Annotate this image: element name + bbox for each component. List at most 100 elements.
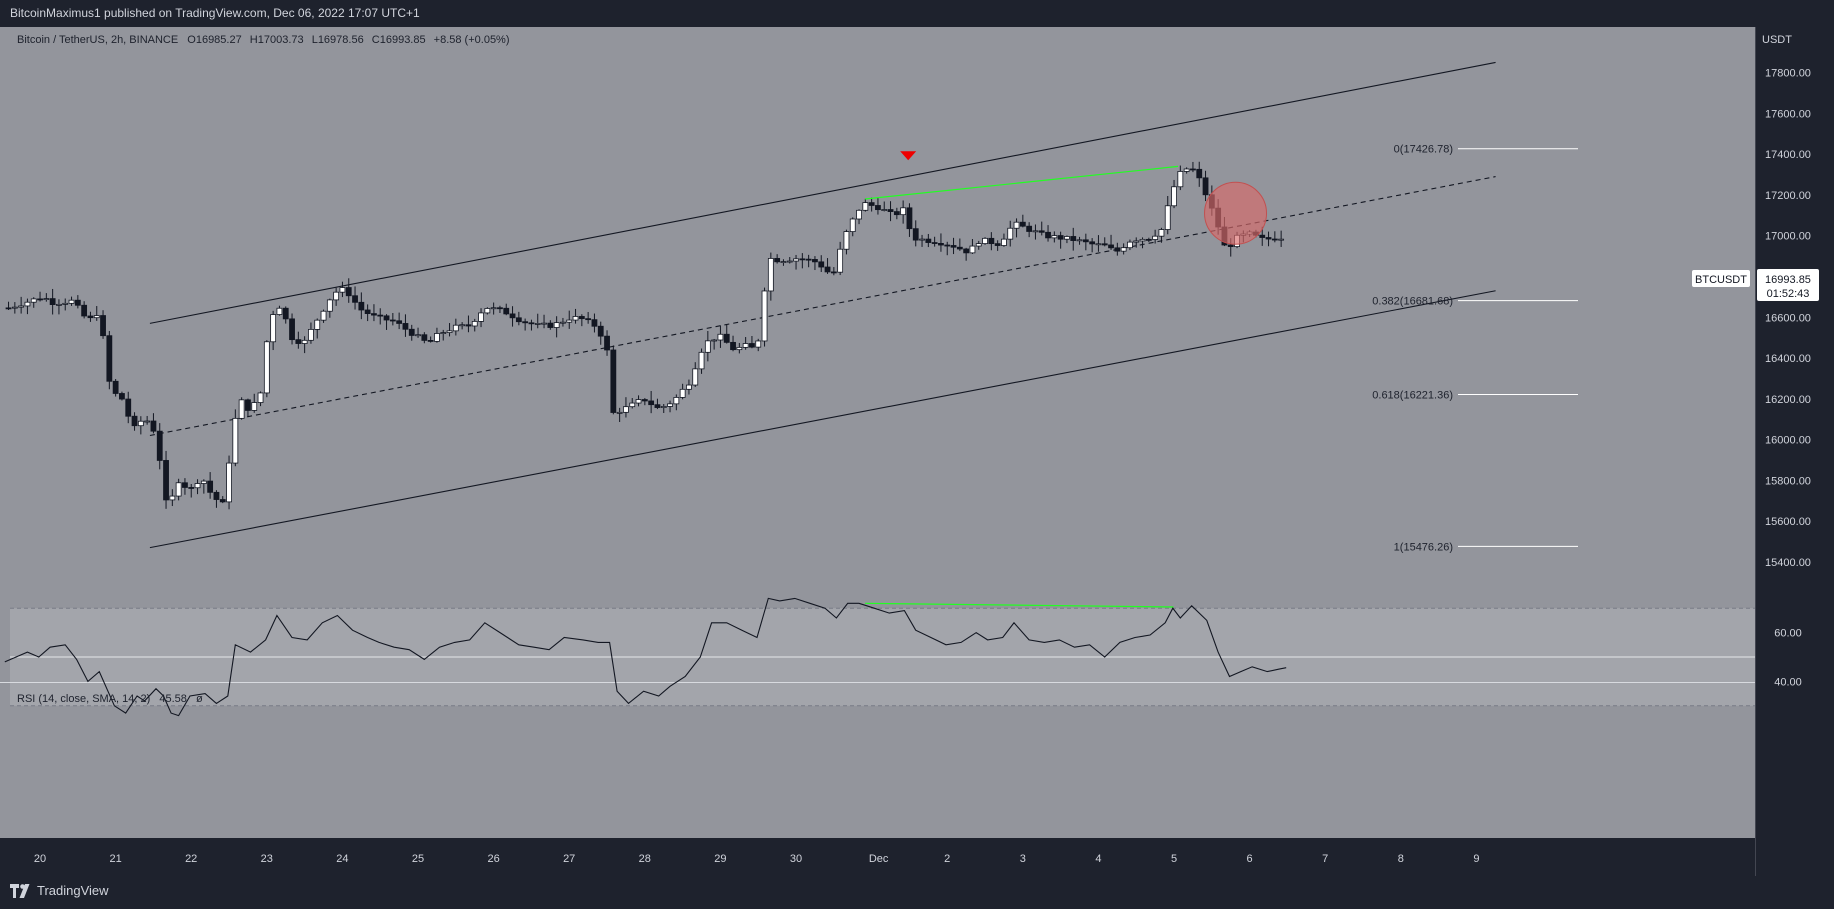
tradingview-brand: TradingView [37, 883, 109, 898]
candle-up [440, 332, 447, 334]
candle-down [648, 400, 655, 406]
price-tick-label: 17200.00 [1765, 190, 1811, 202]
bar-countdown: 01:52:43 [1767, 288, 1810, 300]
candle-down [282, 307, 289, 320]
candle-down [654, 404, 661, 408]
candle-up [629, 402, 636, 408]
time-tick-label: 2 [944, 853, 950, 865]
price-tick-label: 17000.00 [1765, 231, 1811, 243]
low-value: 16978.56 [318, 34, 364, 46]
candle-down [906, 207, 913, 230]
price-tick-label: 17400.00 [1765, 149, 1811, 161]
candle-down [1057, 235, 1064, 240]
rsi-divergence-line [865, 602, 1174, 608]
candle-down [408, 328, 415, 336]
last-price-tag[interactable]: BTCUSDT 16993.85 01:52:43 [1692, 269, 1819, 301]
eye-off-icon: ø [196, 693, 203, 705]
price-tick-label: 15400.00 [1765, 557, 1811, 569]
candle-down [1114, 247, 1121, 252]
candle-up [43, 298, 50, 300]
ticker-badge-text: BTCUSDT [1695, 274, 1747, 286]
candle-down [345, 287, 352, 297]
candle-up [484, 308, 491, 314]
candle-up [704, 340, 711, 353]
candle-up [459, 324, 466, 327]
candle-down [805, 258, 812, 261]
candle-down [1108, 244, 1114, 249]
candle-down [950, 245, 957, 248]
candle-down [1089, 241, 1096, 245]
candle-up [24, 301, 31, 307]
time-tick-label: 23 [261, 853, 273, 865]
price-axis-panel[interactable] [1755, 27, 1834, 876]
candle-up [679, 388, 686, 398]
close-label: C [372, 34, 380, 46]
candle-up [471, 321, 478, 327]
candle-up [1152, 235, 1159, 240]
candle-up [541, 322, 547, 325]
candle-down [156, 430, 163, 461]
candle-down [377, 314, 384, 317]
time-tick-label: 27 [563, 853, 575, 865]
candle-down [597, 325, 604, 337]
time-axis-panel[interactable] [0, 838, 1755, 876]
chart-area[interactable]: USDT 17800.00 17600.00 17400.00 17200.00 170… [0, 27, 1834, 876]
time-tick-label: 7 [1322, 853, 1328, 865]
bearish-arrow-icon [900, 151, 917, 161]
candle-up [1095, 243, 1102, 246]
candle-up [314, 319, 321, 330]
candle-up [786, 260, 793, 263]
candle-down [578, 316, 585, 320]
candle-down [604, 335, 610, 351]
candle-down [591, 319, 598, 327]
candle-down [402, 323, 409, 330]
candle-up [175, 482, 182, 497]
candle-down [1038, 230, 1045, 233]
candle-down [1101, 243, 1108, 246]
last-price-value: 16993.85 [1765, 274, 1811, 286]
candle-up [1177, 171, 1184, 188]
candle-up [755, 340, 762, 348]
time-tick-label: 29 [714, 853, 726, 865]
candle-up [534, 323, 541, 325]
candle-down [1265, 237, 1272, 240]
candle-up [667, 403, 673, 407]
time-tick-label: 30 [790, 853, 802, 865]
candle-down [207, 480, 214, 493]
candle-down [515, 317, 522, 323]
candle-up [1278, 238, 1285, 241]
candle-down [774, 258, 781, 263]
candle-up [339, 287, 346, 293]
candle-down [912, 228, 919, 241]
candle-up [1007, 227, 1014, 240]
price-tick-label: 16200.00 [1765, 394, 1811, 406]
candle-down [938, 243, 944, 246]
candle-up [446, 330, 453, 333]
candle-down [1227, 244, 1234, 248]
candle-up [736, 346, 743, 351]
candle-up [837, 248, 844, 273]
rsi-value: 45.58 [159, 693, 187, 705]
channel-mid-line [149, 176, 1496, 437]
candle-up [1064, 236, 1070, 240]
candle-up [301, 339, 308, 344]
candle-up [434, 333, 440, 342]
candle-down [799, 258, 806, 261]
candle-down [830, 271, 837, 274]
candle-up [1013, 221, 1020, 229]
candle-down [749, 343, 755, 348]
open-value: 16985.27 [196, 34, 242, 46]
candle-down [1271, 238, 1278, 241]
candle-down [509, 313, 516, 319]
rsi-panel[interactable] [0, 683, 1755, 838]
candle-down [358, 301, 365, 311]
candle-up [711, 339, 718, 342]
candle-down [352, 295, 358, 303]
candle-down [893, 211, 900, 216]
tradingview-logo[interactable]: TradingView [10, 883, 109, 898]
price-tick-label: 17600.00 [1765, 108, 1811, 120]
price-panel[interactable] [0, 27, 1755, 682]
candle-down [1026, 225, 1033, 232]
candle-up [635, 399, 642, 404]
candle-up [1032, 230, 1039, 233]
